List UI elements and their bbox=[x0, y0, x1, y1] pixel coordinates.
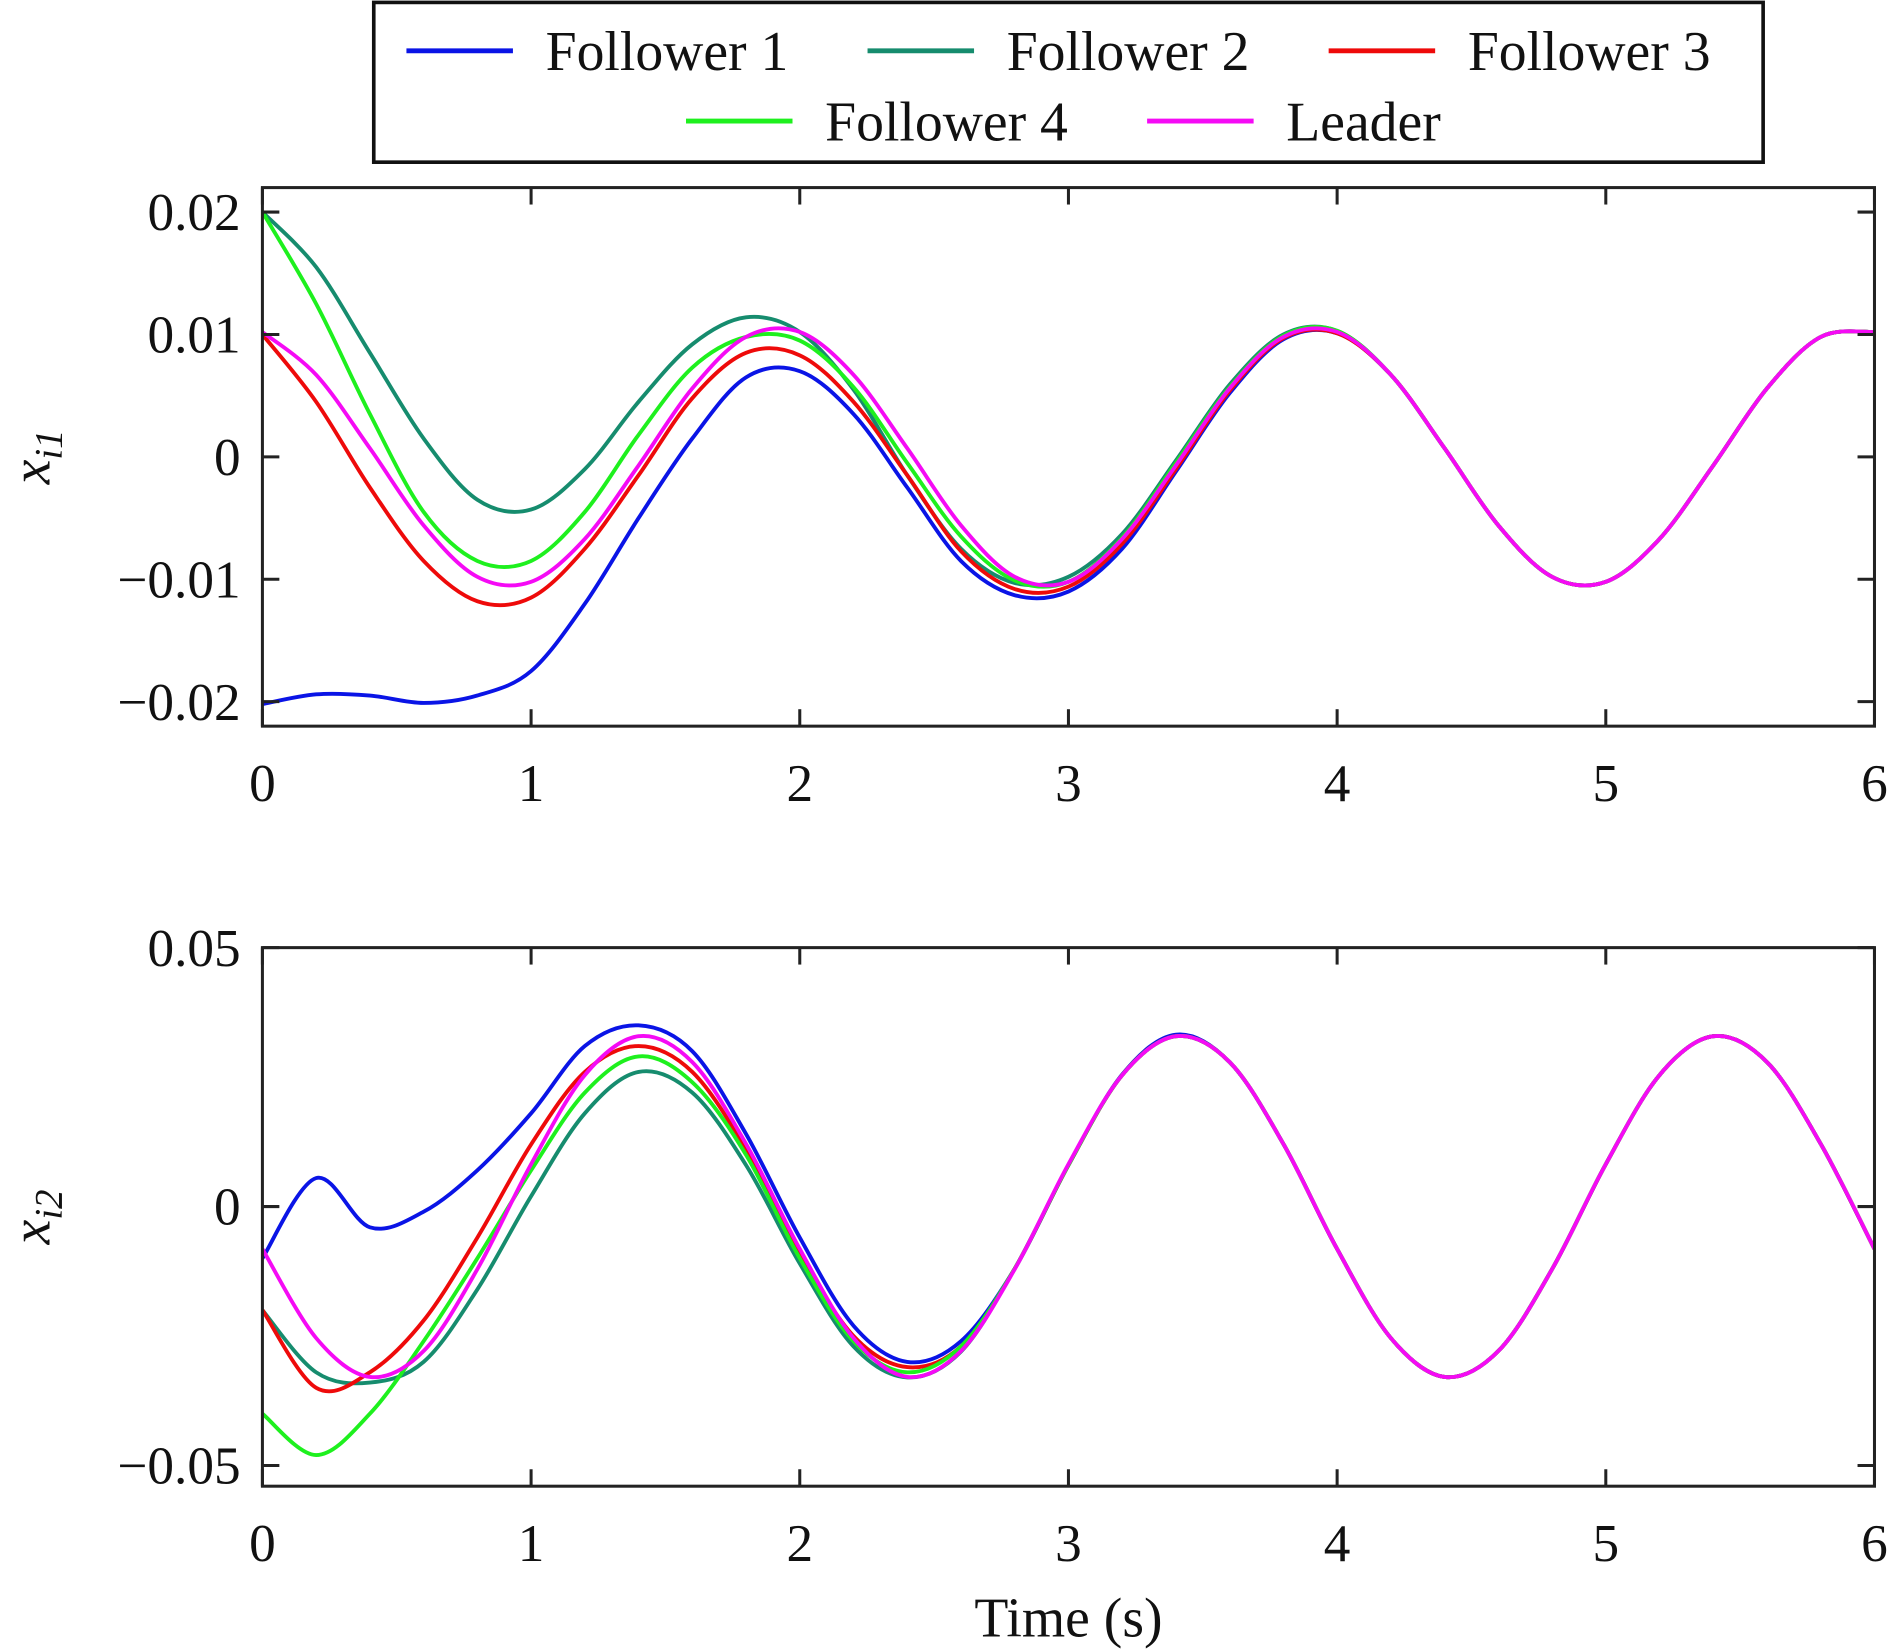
legend-label: Follower 1 bbox=[546, 21, 789, 83]
legend-item: Follower 1 bbox=[406, 21, 788, 83]
series-line-follower-1 bbox=[262, 328, 1875, 707]
y-tick-label: 0.02 bbox=[147, 183, 240, 242]
x-tick-label: 1 bbox=[518, 754, 545, 813]
x-tick-label: 4 bbox=[1324, 754, 1351, 813]
series-line-leader bbox=[262, 1034, 1875, 1380]
legend-item: Follower 3 bbox=[1328, 21, 1711, 83]
y-tick-label: 0 bbox=[214, 1178, 241, 1237]
x-axis-label: Time (s) bbox=[974, 1587, 1162, 1649]
legend-item: Leader bbox=[1147, 91, 1441, 153]
y-tick-label: 0.01 bbox=[147, 306, 240, 365]
legend: Follower 1 Follower 2 Follower 3 Follower 4… bbox=[371, 0, 1765, 164]
legend-label: Follower 2 bbox=[1007, 21, 1250, 83]
y-tick-label: −0.05 bbox=[117, 1437, 240, 1496]
x-tick-label: 4 bbox=[1324, 1514, 1351, 1573]
x-tick-label: 2 bbox=[786, 1514, 813, 1573]
x-tick-label: 5 bbox=[1592, 754, 1619, 813]
legend-label: Leader bbox=[1286, 91, 1441, 153]
legend-item: Follower 4 bbox=[686, 91, 1068, 153]
y-tick-label: −0.01 bbox=[117, 550, 240, 609]
y-axis-label-sub: i1 bbox=[28, 429, 71, 459]
subplot-1: 0 1 2 3 4 5 6 0.02 0.01 0 −0.01 −0.02 xi1 bbox=[0, 183, 1887, 813]
x-tick-label: 0 bbox=[249, 754, 276, 813]
y-axis-label-main: x bbox=[0, 1219, 62, 1245]
series-group bbox=[262, 1023, 1875, 1458]
series-line-leader bbox=[262, 326, 1875, 588]
x-tick-label: 5 bbox=[1592, 1514, 1619, 1573]
legend-label: Follower 3 bbox=[1468, 21, 1711, 83]
series-line-follower-1 bbox=[262, 1023, 1875, 1380]
y-axis-label-sub: i2 bbox=[28, 1189, 71, 1219]
y-axis-label: xi1 bbox=[0, 429, 70, 485]
x-tick-label: 0 bbox=[249, 1514, 276, 1573]
y-tick-label: −0.02 bbox=[117, 673, 240, 732]
y-tick-label: 0.05 bbox=[147, 919, 240, 978]
x-tick-label: 3 bbox=[1055, 1514, 1082, 1573]
y-tick-label: 0 bbox=[214, 428, 241, 487]
axes-frame bbox=[260, 186, 1876, 728]
x-tick-label: 3 bbox=[1055, 754, 1082, 813]
series-group bbox=[262, 210, 1875, 707]
x-tick-label: 6 bbox=[1861, 754, 1888, 813]
legend-item: Follower 2 bbox=[867, 21, 1250, 83]
x-tick-label: 2 bbox=[786, 754, 813, 813]
series-line-follower-2 bbox=[262, 210, 1875, 588]
y-axis-label: xi2 bbox=[0, 1189, 70, 1245]
y-axis-label-main: x bbox=[0, 459, 62, 485]
legend-box bbox=[371, 0, 1765, 164]
series-line-follower-2 bbox=[262, 1034, 1875, 1386]
series-line-follower-4 bbox=[262, 211, 1875, 589]
x-tick-label: 1 bbox=[518, 1514, 545, 1573]
x-tick-label: 6 bbox=[1861, 1514, 1888, 1573]
legend-label: Follower 4 bbox=[825, 91, 1068, 153]
